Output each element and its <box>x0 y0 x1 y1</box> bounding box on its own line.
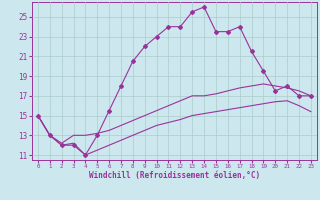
X-axis label: Windchill (Refroidissement éolien,°C): Windchill (Refroidissement éolien,°C) <box>89 171 260 180</box>
